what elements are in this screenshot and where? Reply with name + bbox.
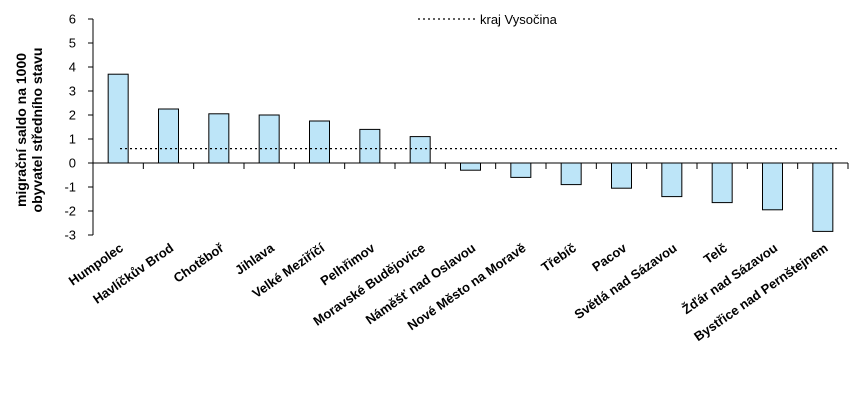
bar <box>762 162 783 211</box>
bar <box>510 162 532 178</box>
bar <box>359 128 381 164</box>
bar <box>208 113 230 164</box>
bars <box>107 73 834 232</box>
legend: kraj Vysočina <box>418 12 558 27</box>
y-tick-label: -3 <box>64 228 76 243</box>
y-tick-label: 6 <box>69 12 76 27</box>
bar <box>812 162 834 232</box>
category-label: Telč <box>701 240 730 267</box>
bar <box>661 162 683 198</box>
legend-label: kraj Vysočina <box>480 12 558 27</box>
category-label: Třebíč <box>538 240 579 275</box>
y-tick-label: 4 <box>69 60 76 75</box>
y-tick-label: 1 <box>69 132 76 147</box>
category-label: Pacov <box>589 240 630 275</box>
y-axis-title-line-2: obyvatel středního stavu <box>29 48 45 213</box>
category-label: Chotěboř <box>171 240 228 286</box>
y-tick-label: 2 <box>69 108 76 123</box>
y-tick-label: 5 <box>69 36 76 51</box>
y-axis-title: migrační saldo na 1000 obyvatel středníh… <box>13 48 45 213</box>
y-tick-label: 0 <box>69 156 76 171</box>
bar <box>258 114 280 164</box>
bar <box>611 162 632 189</box>
bar <box>158 108 179 164</box>
bar <box>409 136 431 164</box>
y-tick-label: -1 <box>64 180 76 195</box>
y-tick-label: -2 <box>64 204 76 219</box>
bar <box>107 73 129 164</box>
bar <box>309 120 330 164</box>
y-tick-label: 3 <box>69 84 76 99</box>
bar <box>460 162 481 171</box>
category-label: Jihlava <box>232 240 277 278</box>
y-axis-title-line-1: migrační saldo na 1000 <box>13 53 29 207</box>
bar <box>560 162 582 186</box>
y-axis: 6 5 4 3 2 1 0 -1 -2 -3 <box>64 12 94 243</box>
bar <box>711 162 733 204</box>
